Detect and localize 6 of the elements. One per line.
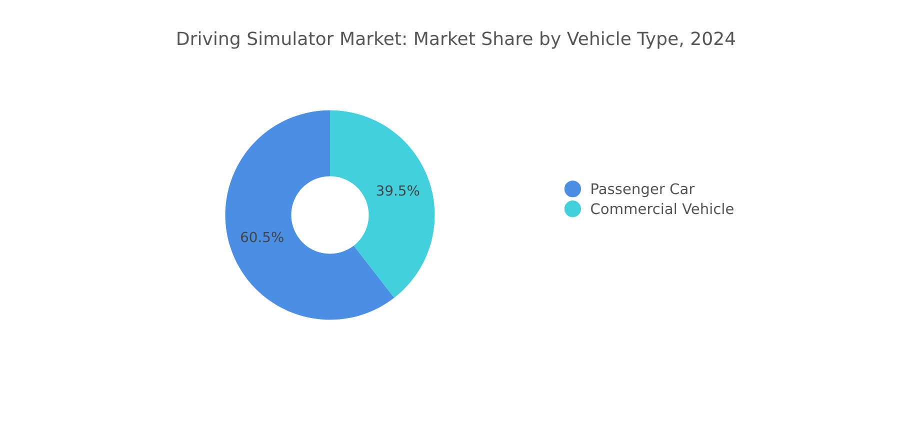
legend-label: Commercial Vehicle — [591, 202, 734, 214]
chart-title: Driving Simulator Market: Market Share by Vehicle Type, 2024 — [178, 31, 736, 49]
donut-slice — [330, 110, 435, 298]
data-label: 39.5% — [376, 185, 420, 196]
legend-label: Passenger Car — [592, 183, 695, 198]
data-label: 60.5% — [241, 232, 284, 242]
